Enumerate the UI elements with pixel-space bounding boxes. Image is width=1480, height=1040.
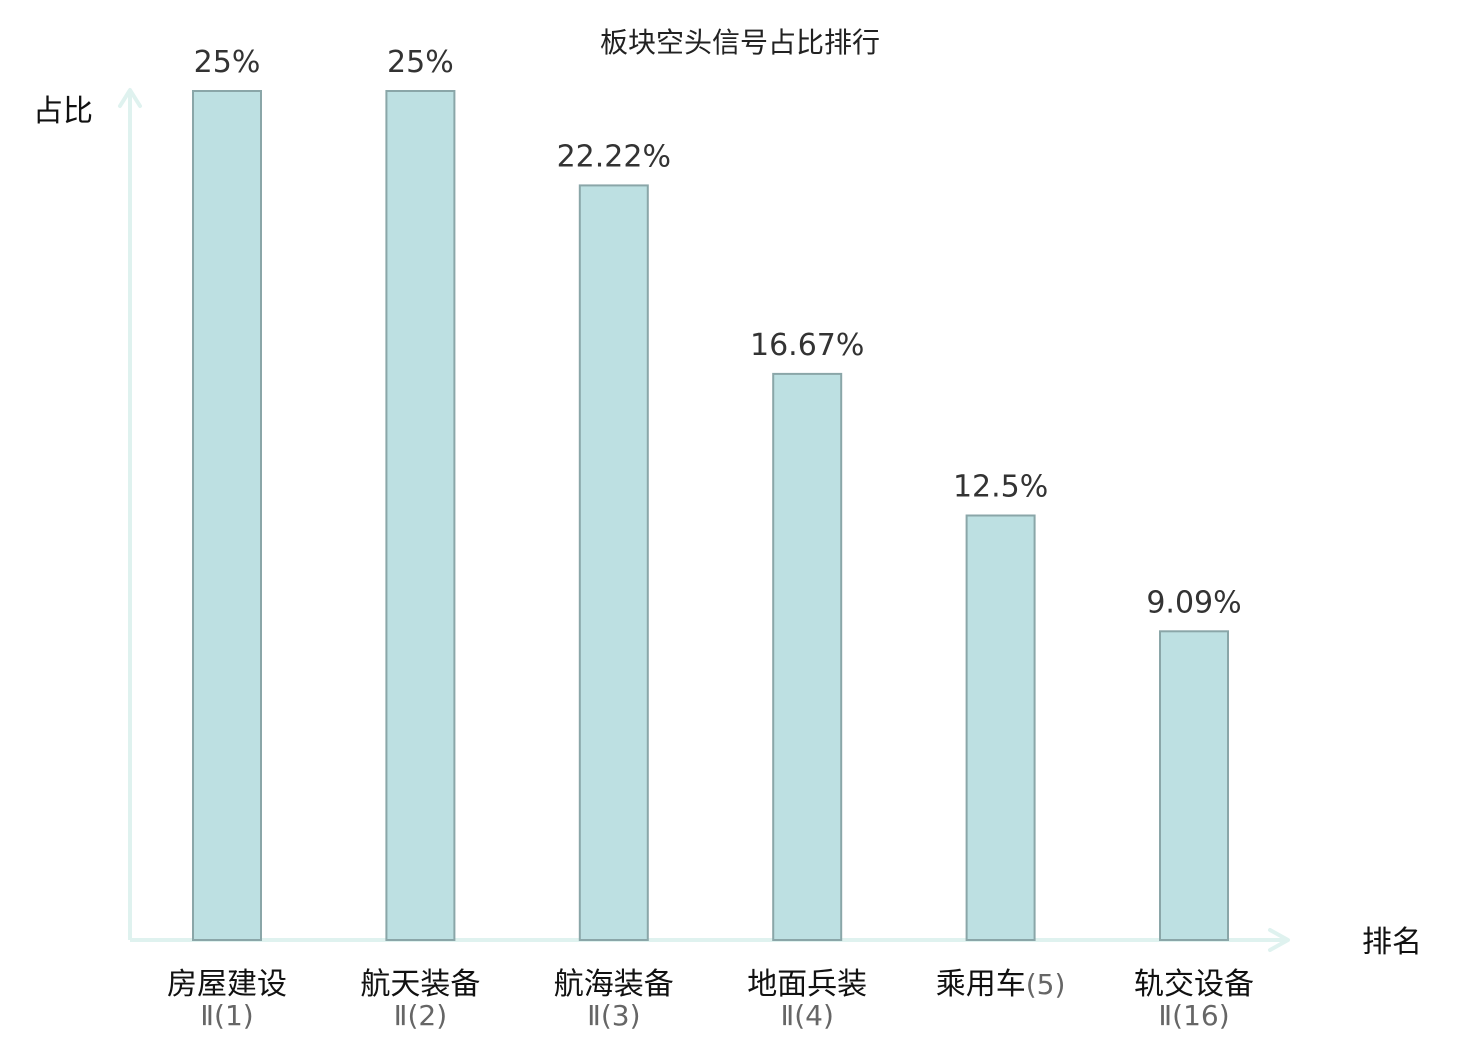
x-tick-label-6: 轨交设备 [1134, 967, 1254, 1002]
bar-value-label-5: 12.5% [953, 470, 1048, 505]
x-tick-label-5: 乘用车(5) [936, 967, 1066, 1002]
bar-value-label-4: 16.67% [750, 328, 864, 363]
bar-value-label-1: 25% [194, 45, 261, 80]
x-tick-sublabel-2: Ⅱ(2) [394, 999, 447, 1032]
x-tick-sublabel-3: Ⅱ(3) [587, 999, 640, 1032]
bar-4 [772, 372, 843, 941]
bar-value-label-3: 22.22% [557, 139, 671, 174]
y-axis-label: 占比 [33, 94, 93, 129]
bar-value-label-6: 9.09% [1146, 585, 1241, 620]
bar-2 [385, 90, 456, 941]
bars-layer [192, 90, 1229, 942]
x-tick-label-2: 航天装备 [360, 967, 480, 1002]
x-tick-label-4: 地面兵装 [747, 967, 867, 1002]
x-tick-label-3: 航海装备 [554, 967, 674, 1002]
bar-5 [965, 514, 1036, 941]
bar-3 [578, 184, 649, 942]
x-tick-sublabel-6: Ⅱ(16) [1158, 999, 1229, 1032]
bar-6 [1159, 630, 1229, 941]
chart-title: 板块空头信号占比排行 [600, 26, 880, 59]
x-axis-arrow-icon [1268, 928, 1290, 952]
x-tick-sublabel-4: Ⅱ(4) [780, 999, 833, 1032]
x-tick-label-1: 房屋建设 [167, 967, 287, 1002]
y-axis-arrow-icon [118, 88, 142, 108]
bar-value-label-2: 25% [387, 45, 454, 80]
x-axis-label: 排名 [1362, 925, 1422, 960]
x-tick-sublabel-1: Ⅱ(1) [200, 999, 253, 1032]
bar-1 [192, 90, 262, 941]
